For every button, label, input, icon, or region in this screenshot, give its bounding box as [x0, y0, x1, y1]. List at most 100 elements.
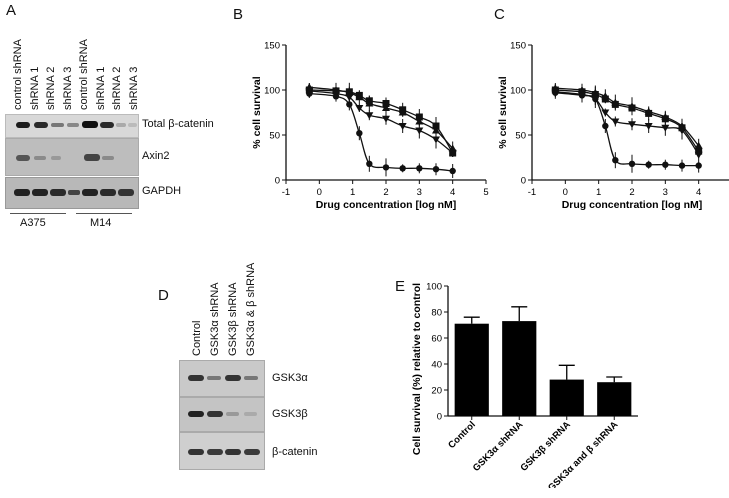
- cell-line-bracket-a375: [10, 213, 66, 214]
- chart-b-curve-triangle-up: [309, 86, 454, 149]
- chart-c-series-triangle-down: [551, 84, 703, 159]
- chart-b-x-tick-label: 4: [450, 187, 455, 198]
- chart-c-point-triangle-down: [578, 91, 586, 99]
- panel-a-lane-label-2: shRNA 2: [45, 66, 57, 110]
- chart-b-y-tick-label: 100: [264, 86, 280, 97]
- chart-c-point-triangle-down: [591, 96, 600, 103]
- chart-c-point-triangle-up: [628, 102, 636, 110]
- chart-c-point-circle: [695, 162, 702, 169]
- chart-c-point-triangle-down: [551, 88, 560, 96]
- panel-a-lane-label-3: shRNA 3: [61, 66, 74, 110]
- chart-c-point-circle: [662, 161, 669, 168]
- panel-d-lane-label-1: GSK3α shRNA: [209, 282, 221, 356]
- panel-a-lane-label-6: shRNA 2: [111, 66, 123, 110]
- chart-e-y-tick-label: 0: [437, 412, 442, 423]
- chart-c-y-tick-label: 100: [510, 86, 526, 97]
- panel-a-lane-label-5: shRNA 1: [94, 66, 107, 110]
- chart-c-x-tick-label: 1: [596, 187, 601, 198]
- blot-axin2: [5, 138, 139, 176]
- chart-b-point-triangle-up: [382, 104, 390, 111]
- chart-b-point-circle: [382, 164, 390, 171]
- panel-letter-a: A: [6, 2, 17, 19]
- blot-bands-gsk3a: [188, 375, 258, 381]
- chart-c-point-triangle-up: [611, 98, 620, 106]
- chart-b-x-tick-label: 0: [317, 187, 322, 198]
- chart-c-curve-triangle-up: [555, 87, 700, 147]
- blot-bands-gapdh: [14, 189, 134, 196]
- chart-c-point-triangle-down: [678, 127, 686, 135]
- chart-b-series-triangle-down: [305, 83, 457, 157]
- chart-b-x-tick-label: -1: [282, 187, 290, 198]
- chart-e-y-tick-label: 40: [431, 360, 442, 371]
- chart-b-point-triangle-down: [345, 94, 354, 102]
- chart-b-point-triangle-down: [415, 127, 424, 135]
- panel-letter-b: B: [233, 6, 244, 23]
- chart-c-point-triangle-up: [661, 113, 670, 120]
- chart-c-point-triangle-up: [644, 107, 653, 115]
- chart-c-point-triangle-down: [628, 121, 636, 129]
- chart-b-point-triangle-up: [448, 144, 457, 152]
- chart-e-bar: [454, 323, 489, 416]
- chart-b-point-triangle-down: [382, 115, 390, 123]
- panel-a-lane-label-4: control shRNA: [78, 39, 90, 110]
- chart-e-y-tick-label: 60: [431, 334, 442, 345]
- chart-e-bar: [502, 321, 537, 416]
- panel-letter-c: C: [494, 6, 505, 23]
- panel-letter-d: D: [158, 287, 169, 304]
- chart-c-point-triangle-down: [661, 124, 670, 132]
- chart-c-y-tick-label: 50: [515, 131, 526, 142]
- chart-b-point-triangle-down: [448, 150, 457, 157]
- chart-b-y-tick-label: 50: [269, 131, 280, 142]
- chart-c-point-circle: [612, 157, 619, 164]
- chart-c-point-triangle-down: [694, 151, 703, 159]
- blot-beta-catenin-d: [179, 432, 265, 470]
- blot-label-beta-catenin-d: β-catenin: [272, 446, 318, 458]
- chart-b-point-triangle-up: [398, 108, 407, 116]
- panel-a-lane-label-1: shRNA 1: [28, 66, 41, 110]
- chart-b-y-tick-label: 0: [275, 176, 280, 187]
- chart-b-point-triangle-down: [355, 105, 364, 112]
- blot-bands-beta-catenin-d: [188, 449, 260, 455]
- panel-d-lane-label-0: Control: [191, 320, 203, 356]
- chart-c-x-tick-label: 3: [663, 187, 668, 198]
- chart-c-x-tick-label: 0: [563, 187, 568, 198]
- chart-e-bar: [549, 379, 584, 416]
- chart-b-point-circle: [366, 160, 373, 167]
- chart-b-curve-square: [309, 89, 454, 154]
- panel-d-lane-label-3: GSK3α & β shRNA: [245, 262, 257, 356]
- chart-b-point-triangle-up: [415, 117, 424, 125]
- chart-c-curve-square: [555, 89, 700, 152]
- chart-b-point-circle: [432, 166, 440, 173]
- chart-e-y-axis-label: Cell survival (%) relative to control: [411, 283, 423, 455]
- panel-a-lane-label-0: control shRNA: [12, 39, 24, 110]
- chart-b-point-circle: [416, 165, 423, 172]
- chart-b-y-tick-label: 150: [264, 41, 280, 52]
- chart-c-point-circle: [602, 122, 609, 130]
- cell-line-m14: M14: [90, 217, 112, 229]
- chart-b-point-triangle-up: [365, 99, 374, 107]
- blot-gsk3b: [179, 397, 265, 432]
- panel-d-lane-label-2: GSK3β shRNA: [227, 282, 239, 356]
- chart-c-x-tick-label: -1: [528, 187, 536, 198]
- chart-c-point-triangle-up: [601, 92, 610, 100]
- chart-c-point-triangle-down: [611, 118, 620, 126]
- chart-b-point-circle: [399, 165, 406, 172]
- chart-e-category-label: Control: [446, 419, 478, 451]
- chart-b-x-tick-label: 3: [417, 187, 422, 198]
- chart-c-curve-circle: [555, 92, 699, 167]
- chart-e-y-tick-label: 100: [426, 282, 442, 293]
- chart-b-x-tick-label: 5: [483, 187, 488, 198]
- blot-bands-gsk3b: [188, 411, 257, 417]
- panel-letter-e: E: [395, 278, 406, 295]
- panel-a-lane-label-7: shRNA 3: [127, 66, 140, 110]
- chart-b-point-triangle-down: [365, 112, 374, 120]
- chart-c-point-triangle-up: [694, 141, 703, 149]
- chart-b-series-circle: [306, 89, 456, 178]
- chart-c-point-triangle-down: [601, 109, 610, 117]
- chart-b-point-triangle-up: [432, 126, 440, 134]
- chart-b-point-circle: [449, 167, 456, 175]
- chart-c-point-triangle-down: [644, 123, 653, 130]
- chart-b-x-tick-label: 2: [383, 187, 388, 198]
